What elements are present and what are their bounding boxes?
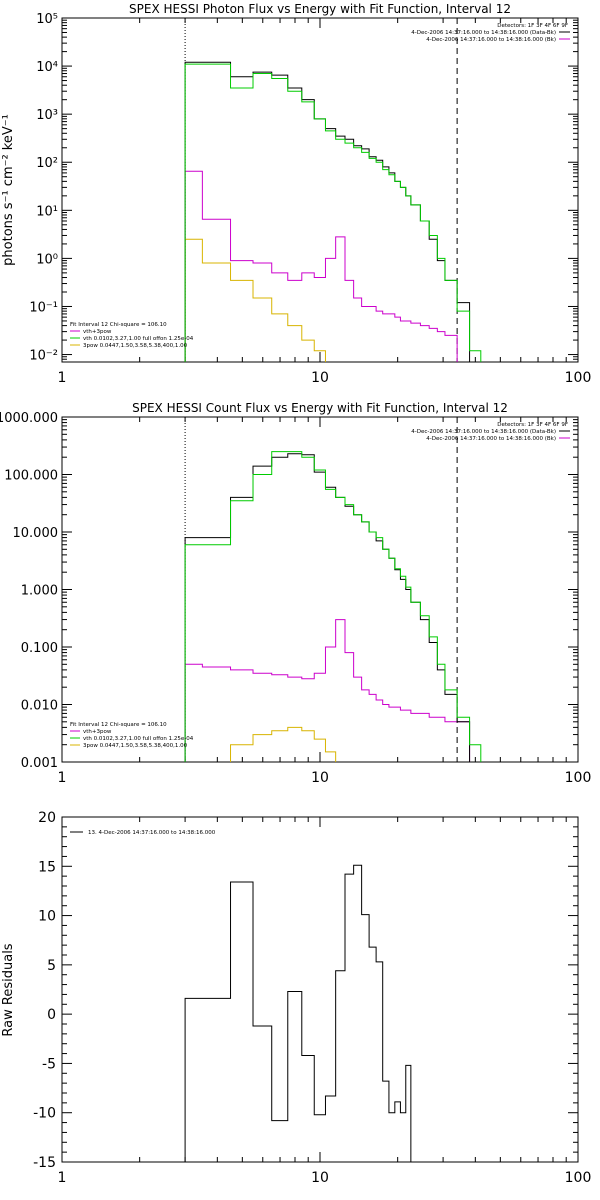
count-flux-panel: SPEX HESSI Count Flux vs Energy with Fit… bbox=[0, 401, 592, 786]
x-tick-label: 100 bbox=[565, 770, 592, 786]
series-line bbox=[230, 726, 337, 762]
y-tick-label: 15 bbox=[38, 859, 56, 875]
plot-frame bbox=[61, 816, 579, 1163]
x-tick-label: 1 bbox=[58, 1170, 67, 1186]
series-line bbox=[184, 170, 458, 362]
legend-entry: 3pow 0.0447,1.50,3.58,5.38,400,1.00 bbox=[83, 743, 188, 749]
x-tick-label: 1 bbox=[58, 770, 67, 786]
y-tick-label: 10⁴ bbox=[36, 60, 58, 75]
plot-area: 1 10 100 10⁻² 10⁻¹ 10⁰ 10¹ 10² 10³ 10⁴ 10⁵ bbox=[29, 12, 592, 386]
y-tick-label: 0.100 bbox=[21, 641, 58, 656]
legend-top: Detectors: 1F 3F 4F 6F 9F 4-Dec-2006 14:… bbox=[411, 23, 570, 43]
x-tick-label: 100 bbox=[565, 1170, 592, 1186]
legend-entry: 3pow 0.0447,1.50,3.58,5.38,400,1.00 bbox=[83, 343, 188, 349]
y-tick-label: 10.000 bbox=[13, 526, 59, 541]
y-tick-label: -5 bbox=[42, 1056, 56, 1072]
plot-area: 1 10 100 -15 -10 -5 0 5 10 15 20 bbox=[33, 810, 592, 1186]
x-tick-label: 10 bbox=[311, 370, 329, 386]
legend-fit: Fit Interval 12 Chi-square = 106.10vth+3… bbox=[70, 722, 194, 749]
legend-entry: vth 0.0102,3.27,1.00 full offon 1.25e-04 bbox=[83, 736, 194, 742]
series-line bbox=[184, 63, 482, 362]
series-line bbox=[184, 453, 471, 762]
series-line bbox=[184, 61, 471, 362]
plot-frame bbox=[61, 17, 579, 363]
y-tick-label: 0 bbox=[47, 1007, 56, 1023]
y-tick-label: 10 bbox=[38, 909, 56, 925]
legend-entry: 4-Dec-2006 14:37:16.000 to 14:38:16.000 … bbox=[426, 37, 556, 43]
y-tick-label: 10⁻¹ bbox=[29, 300, 58, 315]
legend-entry: vth+3pow bbox=[83, 329, 112, 335]
series-line bbox=[184, 238, 326, 362]
y-tick-label: 10² bbox=[36, 156, 58, 171]
chart-title: SPEX HESSI Count Flux vs Energy with Fit… bbox=[132, 401, 508, 415]
legend-fit: Fit Interval 12 Chi-square = 106.10vth+3… bbox=[70, 322, 194, 349]
y-tick-label: 10³ bbox=[36, 108, 58, 123]
legend-text: 13. 4-Dec-2006 14:37:16.000 to 14:38:16.… bbox=[88, 830, 216, 836]
legend-entry: 4-Dec-2006 14:37:16.000 to 14:38:16.000 … bbox=[426, 436, 556, 442]
plot-area: 1 10 100 0.001 0.010 0.100 1.000 10.000 100.000 1… bbox=[0, 411, 592, 786]
legend-entry: 4-Dec-2006 14:37:16.000 to 14:38:16.000 … bbox=[411, 429, 556, 435]
x-tick-label: 10 bbox=[311, 1170, 329, 1186]
y-tick-label: 0.010 bbox=[21, 699, 58, 714]
legend-detectors: Detectors: 1F 3F 4F 6F 9F bbox=[497, 422, 568, 428]
y-tick-label: 10⁻² bbox=[29, 349, 58, 364]
y-tick-label: 10⁰ bbox=[36, 252, 58, 267]
y-tick-label: 0.001 bbox=[21, 756, 58, 771]
x-tick-label: 10 bbox=[311, 770, 329, 786]
chart-title: SPEX HESSI Photon Flux vs Energy with Fi… bbox=[129, 2, 511, 16]
y-tick-label: -10 bbox=[33, 1106, 56, 1122]
y-axis-label: Raw Residuals bbox=[1, 943, 16, 1036]
x-tick-label: 1 bbox=[58, 370, 67, 386]
series-line bbox=[184, 451, 482, 762]
legend-detectors: Detectors: 1F 3F 4F 6F 9F bbox=[497, 23, 568, 29]
legend: 13. 4-Dec-2006 14:37:16.000 to 14:38:16.… bbox=[70, 830, 216, 836]
legend-entry: Fit Interval 12 Chi-square = 106.10 bbox=[70, 322, 167, 328]
legend-entry: Fit Interval 12 Chi-square = 106.10 bbox=[70, 722, 167, 728]
y-tick-label: 20 bbox=[38, 810, 56, 826]
y-tick-label: -15 bbox=[33, 1155, 56, 1171]
y-axis-label: photons s⁻¹ cm⁻² keV⁻¹ bbox=[1, 114, 16, 266]
series-line bbox=[184, 864, 412, 1162]
photon-flux-panel: SPEX HESSI Photon Flux vs Energy with Fi… bbox=[1, 2, 592, 386]
residuals-panel: Raw Residuals 1 10 100 -15 -10 -5 0 5 10 15 20 13.… bbox=[1, 810, 592, 1186]
series-line bbox=[184, 619, 471, 762]
y-tick-label: 1.000 bbox=[21, 584, 58, 599]
legend-top: Detectors: 1F 3F 4F 6F 9F 4-Dec-2006 14:… bbox=[411, 422, 570, 442]
x-tick-label: 100 bbox=[565, 370, 592, 386]
y-tick-label: 100.000 bbox=[4, 469, 58, 484]
y-tick-label: 5 bbox=[47, 958, 56, 974]
y-tick-label: 10¹ bbox=[36, 204, 58, 219]
legend-entry: vth+3pow bbox=[83, 729, 112, 735]
legend-entry: 4-Dec-2006 14:37:16.000 to 14:38:16.000 … bbox=[411, 30, 556, 36]
legend-entry: vth 0.0102,3.27,1.00 full offon 1.25e-04 bbox=[83, 336, 194, 342]
y-tick-label: 1000.000 bbox=[0, 411, 58, 426]
y-tick-label: 10⁵ bbox=[36, 12, 58, 27]
plot-frame bbox=[61, 416, 579, 763]
